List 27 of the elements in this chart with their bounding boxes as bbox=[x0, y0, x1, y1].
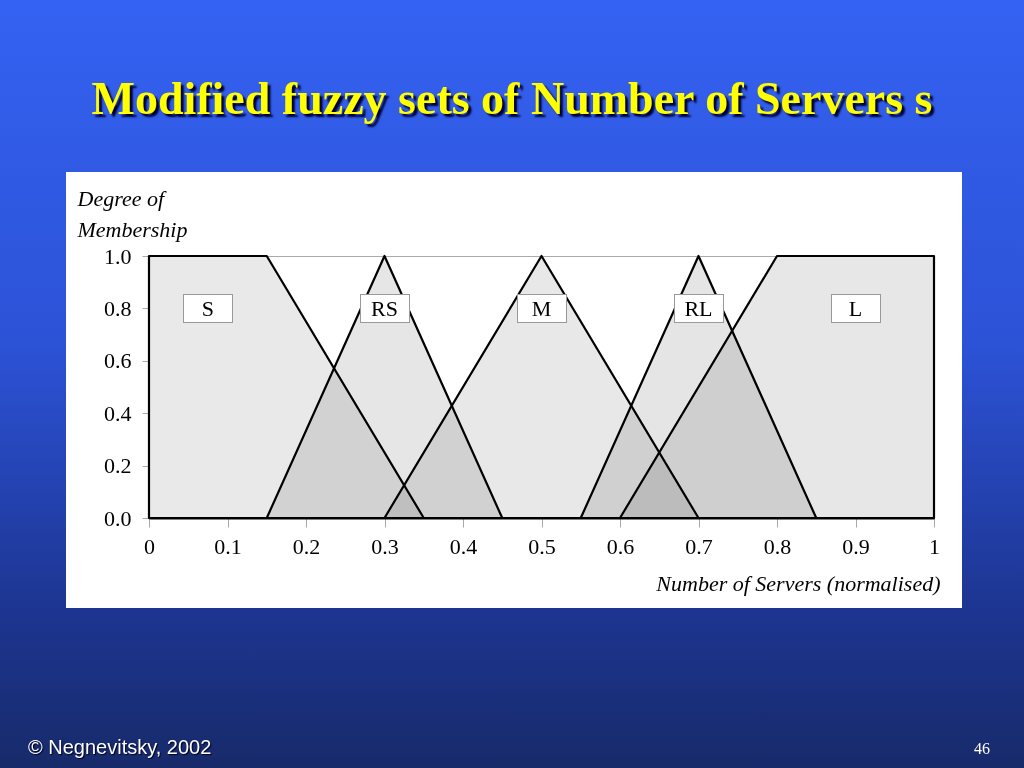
y-tick-label: 0.8 bbox=[104, 295, 132, 321]
y-tick-label: 0.2 bbox=[104, 453, 132, 479]
y-tick-label: 0.4 bbox=[104, 400, 132, 426]
series-label: RL bbox=[684, 294, 713, 323]
series-label: L bbox=[848, 294, 863, 323]
x-tick-label: 0.4 bbox=[449, 533, 478, 559]
series-label: S bbox=[201, 294, 214, 323]
y-tick-label: 0.6 bbox=[104, 348, 132, 374]
y-axis-title: Degree of Membership bbox=[76, 185, 188, 242]
x-tick-label: 0.9 bbox=[842, 533, 870, 559]
x-axis-title: Number of Servers (normalised) bbox=[655, 570, 941, 596]
x-tick-label: 0.8 bbox=[763, 533, 792, 559]
series-label: M bbox=[531, 294, 552, 323]
x-tick-label: 0.7 bbox=[685, 533, 713, 559]
x-tick-label: 1 bbox=[929, 533, 940, 559]
x-tick-label: 0 bbox=[144, 533, 155, 559]
text: © Negnevitsky, 2002 bbox=[28, 736, 212, 759]
series-label: RS bbox=[371, 294, 398, 323]
text: 46 bbox=[974, 740, 990, 758]
x-tick-label: 0.5 bbox=[528, 533, 556, 559]
x-tick-label: 0.1 bbox=[214, 533, 242, 559]
y-tick-label: 0.0 bbox=[104, 505, 132, 531]
x-tick-label: 0.6 bbox=[606, 533, 635, 559]
y-tick-label: 1.0 bbox=[104, 243, 132, 269]
chart-title: Modified fuzzy sets of Number of Servers s bbox=[90, 72, 934, 126]
x-tick-label: 0.3 bbox=[371, 533, 399, 559]
x-tick-label: 0.2 bbox=[292, 533, 321, 559]
